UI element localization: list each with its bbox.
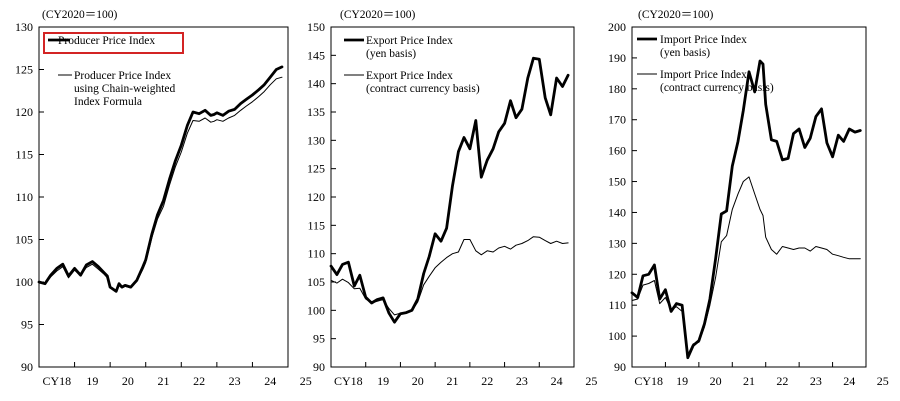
y-tick-label: 90	[21, 360, 33, 374]
y-tick-label: 190	[608, 51, 626, 65]
y-tick-label: 130	[307, 133, 325, 147]
x-tick-label: 21	[158, 374, 170, 388]
x-tick-label: 25	[300, 374, 312, 388]
x-tick-label: 22	[193, 374, 205, 388]
x-tick-label: 24	[551, 374, 563, 388]
x-tick-label: 25	[877, 374, 889, 388]
y-tick-label: 110	[15, 190, 33, 204]
x-tick-label: 23	[229, 374, 241, 388]
y-tick-label: 120	[307, 190, 325, 204]
x-tick-label: 19	[86, 374, 98, 388]
legend-label-2: Producer Price Index	[74, 70, 171, 82]
x-tick-label: CY18	[42, 374, 71, 388]
y-tick-label: 120	[15, 105, 33, 119]
y-tick-label: 90	[614, 360, 626, 374]
y-tick-label: 110	[608, 298, 626, 312]
legend-label-2: using Chain-weighted	[74, 83, 175, 95]
series-line-1	[630, 59, 862, 360]
x-tick-label: 20	[710, 374, 722, 388]
x-tick-label: 25	[585, 374, 597, 388]
unit-label: (CY2020＝100)	[340, 9, 416, 21]
x-tick-label: 24	[843, 374, 855, 388]
y-tick-label: 95	[313, 332, 325, 346]
x-tick-label: 22	[481, 374, 493, 388]
plot-frame	[631, 26, 867, 368]
legend-label-1: (yen basis)	[366, 48, 416, 60]
legend-label-1: (yen basis)	[660, 47, 710, 59]
chart-1: (CY2020＝100) 90 95 100 105 110 115 120 125 130 CY1…	[15, 9, 312, 388]
unit-label: (CY2020＝100)	[42, 9, 118, 21]
series-line-1	[37, 65, 284, 293]
legend-highlight-box	[43, 32, 184, 54]
series-line-1	[329, 56, 570, 324]
y-tick-label: 110	[307, 247, 325, 261]
x-tick-label: 20	[412, 374, 424, 388]
y-tick-label: 130	[608, 236, 626, 250]
chart-2: (CY2020＝100) 90 95 100 105 110 115 120 125 130 135…	[307, 9, 597, 388]
x-tick-label: 19	[377, 374, 389, 388]
y-tick-label: 140	[307, 77, 325, 91]
y-tick-label: 135	[307, 105, 325, 119]
y-tick-label: 160	[608, 144, 626, 158]
legend-label-2: Index Formula	[74, 96, 142, 108]
legend-label-1: Producer Price Index	[58, 35, 155, 47]
x-tick-label: 24	[264, 374, 276, 388]
x-tick-label: 21	[743, 374, 755, 388]
y-tick-label: 170	[608, 113, 626, 127]
legend-label-1: Import Price Index	[660, 34, 747, 46]
x-tick-label: CY18	[634, 374, 663, 388]
x-tick-label: CY18	[334, 374, 363, 388]
y-tick-label: 105	[15, 233, 33, 247]
y-tick-label: 105	[307, 275, 325, 289]
series-line-2	[330, 236, 569, 316]
x-tick-label: 19	[676, 374, 688, 388]
y-tick-label: 115	[15, 148, 33, 162]
y-tick-label: 150	[307, 20, 325, 34]
y-tick-label: 145	[307, 48, 325, 62]
unit-label: (CY2020＝100)	[638, 9, 714, 21]
y-tick-label: 200	[608, 20, 626, 34]
y-tick-label: 100	[608, 329, 626, 343]
x-tick-label: 21	[447, 374, 459, 388]
legend-label-1: Export Price Index	[366, 35, 453, 47]
y-tick-label: 125	[307, 162, 325, 176]
chart-3: (CY2020＝100) 90 100 110 120 130 140 150 160 170 18…	[608, 9, 889, 388]
y-tick-label: 115	[307, 218, 325, 232]
y-tick-label: 100	[15, 275, 33, 289]
legend-label-2: Import Price Index	[660, 69, 747, 81]
legend-label-2: (contract currency basis)	[660, 82, 774, 94]
series-line-2	[38, 76, 283, 292]
y-tick-label: 150	[608, 175, 626, 189]
y-tick-label: 100	[307, 303, 325, 317]
x-tick-label: 23	[810, 374, 822, 388]
legend-label-2: Export Price Index	[366, 70, 453, 82]
y-tick-label: 120	[608, 267, 626, 281]
series-line-2	[631, 176, 861, 356]
x-tick-label: 20	[122, 374, 134, 388]
y-tick-label: 90	[313, 360, 325, 374]
y-tick-label: 125	[15, 63, 33, 77]
legend-label-2: (contract currency basis)	[366, 83, 480, 95]
y-tick-label: 180	[608, 82, 626, 96]
x-tick-label: 23	[516, 374, 528, 388]
x-tick-label: 22	[776, 374, 788, 388]
y-tick-label: 140	[608, 205, 626, 219]
y-tick-label: 130	[15, 20, 33, 34]
y-tick-label: 95	[21, 318, 33, 332]
